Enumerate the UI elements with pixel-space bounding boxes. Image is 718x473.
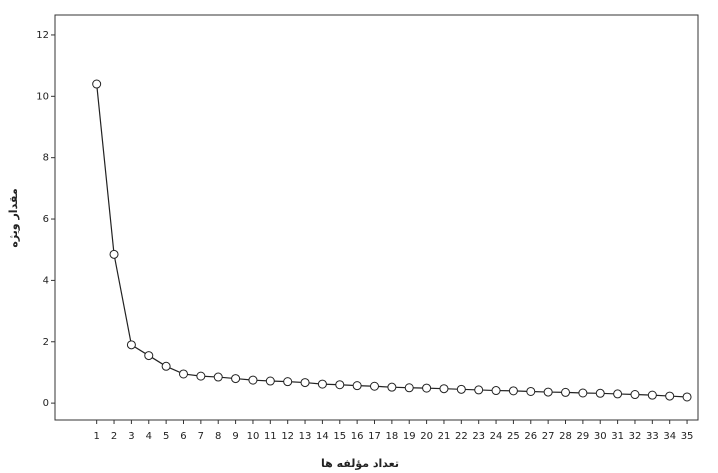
x-tick-label: 33 <box>646 431 659 442</box>
x-tick-label: 8 <box>215 431 221 442</box>
point <box>682 392 692 402</box>
point <box>283 377 293 387</box>
y-tick-label: 2 <box>43 337 49 348</box>
x-tick-label: 22 <box>455 431 468 442</box>
point <box>109 249 119 259</box>
x-tick-label: 30 <box>594 431 607 442</box>
series-line <box>96 83 688 398</box>
x-tick-label: 24 <box>490 431 503 442</box>
x-tick-label: 2 <box>111 431 117 442</box>
x-tick-label: 18 <box>386 431 399 442</box>
x-tick-label: 31 <box>611 431 624 442</box>
point <box>422 383 432 393</box>
x-tick-label: 17 <box>368 431 381 442</box>
point <box>561 387 571 397</box>
point <box>526 386 536 396</box>
x-axis-title: تعداد مؤلفه ها <box>321 457 399 470</box>
x-tick-label: 28 <box>559 431 572 442</box>
point <box>595 388 605 398</box>
x-tick-label: 7 <box>198 431 204 442</box>
x-tick-label: 6 <box>180 431 186 442</box>
point <box>491 386 501 396</box>
x-tick-label: 34 <box>663 431 676 442</box>
point <box>630 390 640 400</box>
x-tick-label: 32 <box>629 431 642 442</box>
point <box>370 381 380 391</box>
x-tick-label: 25 <box>507 431 520 442</box>
point <box>387 382 397 392</box>
point <box>92 79 102 89</box>
x-tick-label: 12 <box>281 431 294 442</box>
point <box>248 375 258 385</box>
point <box>543 387 553 397</box>
point <box>300 378 310 388</box>
x-tick-label: 29 <box>577 431 590 442</box>
plot-frame <box>54 14 699 421</box>
y-tick-label: 12 <box>36 30 49 41</box>
x-tick-label: 10 <box>247 431 260 442</box>
x-tick-label: 14 <box>316 431 329 442</box>
point <box>439 384 449 394</box>
x-tick-label: 4 <box>146 431 152 442</box>
point <box>456 384 466 394</box>
point <box>335 380 345 390</box>
point <box>474 385 484 395</box>
x-tick-label: 27 <box>542 431 555 442</box>
y-axis-title: مقدار ویژه <box>7 188 20 247</box>
point <box>647 390 657 400</box>
point <box>352 381 362 391</box>
point <box>144 351 154 361</box>
x-tick-label: 26 <box>524 431 537 442</box>
point <box>404 383 414 393</box>
point <box>317 379 327 389</box>
x-tick-label: 15 <box>333 431 346 442</box>
x-tick-label: 5 <box>163 431 169 442</box>
x-tick-label: 1 <box>93 431 99 442</box>
x-tick-label: 35 <box>681 431 694 442</box>
y-tick-label: 0 <box>43 398 49 409</box>
x-tick-label: 16 <box>351 431 364 442</box>
point <box>665 391 675 401</box>
y-tick-label: 4 <box>43 275 49 286</box>
y-tick-label: 10 <box>36 91 49 102</box>
x-tick-label: 20 <box>420 431 433 442</box>
y-tick-label: 8 <box>43 153 49 164</box>
x-tick-label: 13 <box>299 431 312 442</box>
point <box>265 376 275 386</box>
x-tick-label: 21 <box>438 431 451 442</box>
point <box>231 374 241 384</box>
point <box>178 369 188 379</box>
point <box>508 386 518 396</box>
x-tick-label: 11 <box>264 431 277 442</box>
y-tick-label: 6 <box>43 214 49 225</box>
point <box>578 388 588 398</box>
x-tick-label: 9 <box>232 431 238 442</box>
x-tick-label: 23 <box>472 431 485 442</box>
point <box>213 372 223 382</box>
x-tick-label: 19 <box>403 431 416 442</box>
point <box>161 361 171 371</box>
x-tick-label: 3 <box>128 431 134 442</box>
point <box>126 340 136 350</box>
point <box>196 371 206 381</box>
point <box>613 389 623 399</box>
